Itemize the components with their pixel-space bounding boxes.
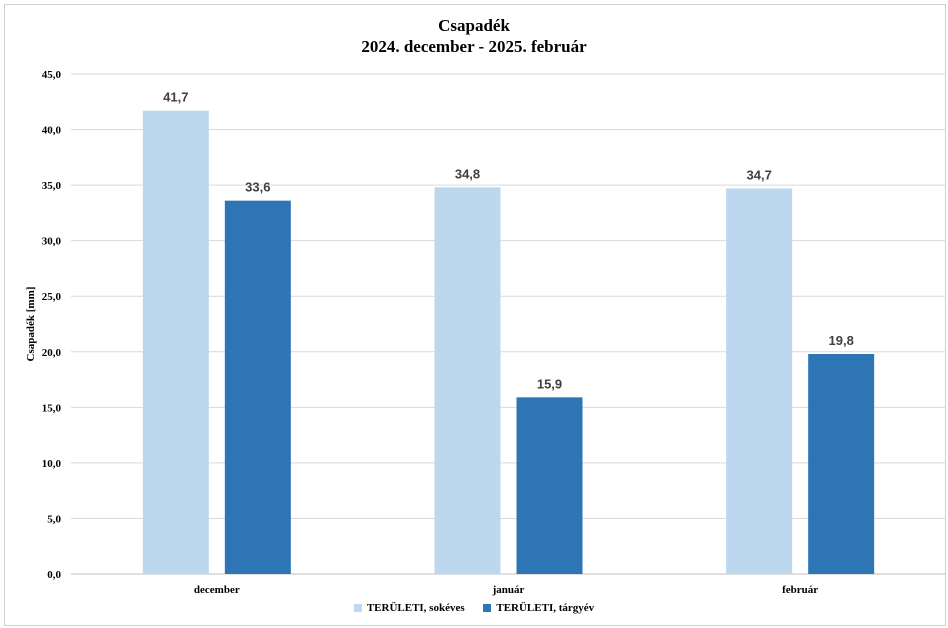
y-tick-label: 35,0 (42, 180, 62, 192)
y-tick-label: 15,0 (42, 402, 62, 414)
y-tick-label: 25,0 (42, 291, 62, 303)
legend-item-series-2: TERÜLETI, tárgyév (483, 602, 594, 614)
data-label: 34,8 (455, 166, 480, 181)
y-tick-label: 30,0 (42, 236, 62, 248)
x-tick-label: február (782, 584, 818, 596)
y-tick-label: 45,0 (42, 69, 62, 81)
bar-series-1-február (726, 188, 793, 574)
data-label: 33,6 (245, 180, 270, 195)
y-tick-label: 20,0 (42, 347, 62, 359)
y-axis-label: Csapadék [mm] (25, 287, 37, 362)
bar-series-2-január (516, 397, 583, 574)
y-tick-label: 40,0 (42, 125, 62, 137)
legend: TERÜLETI, sokéves TERÜLETI, tárgyév (0, 602, 948, 615)
y-tick-label: 0,0 (47, 569, 61, 581)
chart-subtitle: 2024. december - 2025. február (361, 37, 587, 56)
legend-item-series-1: TERÜLETI, sokéves (353, 602, 465, 614)
data-label: 34,7 (747, 167, 772, 182)
x-tick-label: december (194, 584, 240, 596)
legend-label-series-2: TERÜLETI, tárgyév (496, 602, 595, 614)
data-label: 15,9 (537, 376, 562, 391)
legend-swatch-series-1 (353, 604, 362, 612)
bar-series-1-december (142, 110, 209, 575)
bar-series-1-január (434, 187, 501, 575)
bar-series-2-december (224, 200, 291, 574)
y-tick-label: 5,0 (47, 513, 61, 525)
legend-swatch-series-2 (483, 604, 492, 612)
legend-label-series-1: TERÜLETI, sokéves (366, 602, 465, 614)
bar-series-2-február (808, 354, 875, 574)
chart-title: Csapadék (438, 16, 510, 35)
data-label: 19,8 (829, 333, 854, 348)
data-label: 41,7 (163, 90, 188, 105)
y-tick-label: 10,0 (42, 458, 62, 470)
x-tick-label: január (492, 584, 525, 596)
